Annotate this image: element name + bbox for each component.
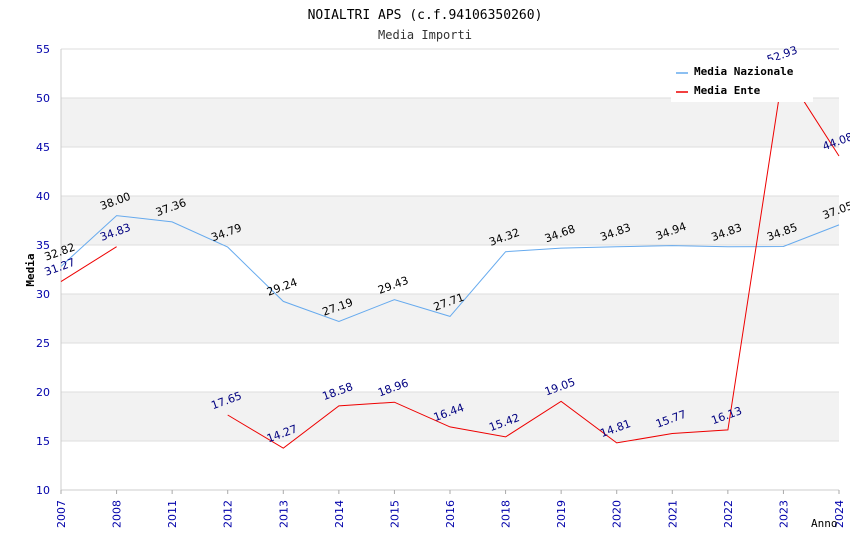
legend: Media Nazionale Media Ente bbox=[671, 60, 813, 102]
chart-title: NOIALTRI APS (c.f.94106350260) bbox=[308, 8, 543, 23]
x-tick-label: 2018 bbox=[500, 500, 513, 528]
band bbox=[61, 196, 839, 245]
y-tick-label: 55 bbox=[36, 43, 50, 56]
y-tick-label: 10 bbox=[36, 484, 50, 497]
x-tick-label: 2024 bbox=[833, 500, 846, 528]
band bbox=[61, 294, 839, 343]
y-tick-label: 20 bbox=[36, 386, 50, 399]
x-axis-label: Anno bbox=[811, 517, 838, 530]
band bbox=[61, 392, 839, 441]
series-line bbox=[60, 246, 117, 283]
data-label: 29.43 bbox=[376, 274, 410, 297]
x-tick-label: 2020 bbox=[611, 500, 624, 528]
y-tick-label: 30 bbox=[36, 288, 50, 301]
y-axis-label: Media bbox=[24, 253, 37, 286]
x-tick-label: 2007 bbox=[55, 500, 68, 528]
y-tick-label: 40 bbox=[36, 190, 50, 203]
series-lines bbox=[60, 67, 840, 449]
x-tick-label: 2022 bbox=[722, 500, 735, 528]
x-tick-label: 2012 bbox=[222, 500, 235, 528]
y-tick-label: 35 bbox=[36, 239, 50, 252]
y-tick-label: 45 bbox=[36, 141, 50, 154]
chart-axes bbox=[60, 49, 840, 494]
y-tick-label: 25 bbox=[36, 337, 50, 350]
legend-background bbox=[671, 60, 813, 102]
y-tick-label: 50 bbox=[36, 92, 50, 105]
series-line bbox=[60, 215, 840, 323]
x-tick-label: 2016 bbox=[444, 500, 457, 528]
y-tick-label: 15 bbox=[36, 435, 50, 448]
x-tick-label: 2014 bbox=[333, 500, 346, 528]
legend-label-ente: Media Ente bbox=[694, 84, 761, 97]
chart-bands bbox=[61, 98, 839, 441]
chart-subtitle: Media Importi bbox=[378, 28, 472, 42]
x-tick-label: 2008 bbox=[111, 500, 124, 528]
x-tick-label: 2011 bbox=[166, 500, 179, 528]
x-tick-label: 2019 bbox=[555, 500, 568, 528]
x-tick-labels: 2007 2008 2011 2012 2013 2014 2015 2016 2018 2019… bbox=[55, 500, 846, 528]
y-tick-labels: 10 15 20 25 30 35 40 45 50 55 bbox=[36, 43, 50, 497]
x-tick-label: 2023 bbox=[777, 500, 790, 528]
series-line bbox=[227, 67, 840, 449]
chart-gridlines bbox=[61, 48, 839, 491]
x-tick-label: 2021 bbox=[666, 500, 679, 528]
x-tick-label: 2015 bbox=[388, 500, 401, 528]
band bbox=[61, 98, 839, 147]
x-tick-label: 2013 bbox=[277, 500, 290, 528]
legend-label-nazionale: Media Nazionale bbox=[694, 65, 794, 78]
